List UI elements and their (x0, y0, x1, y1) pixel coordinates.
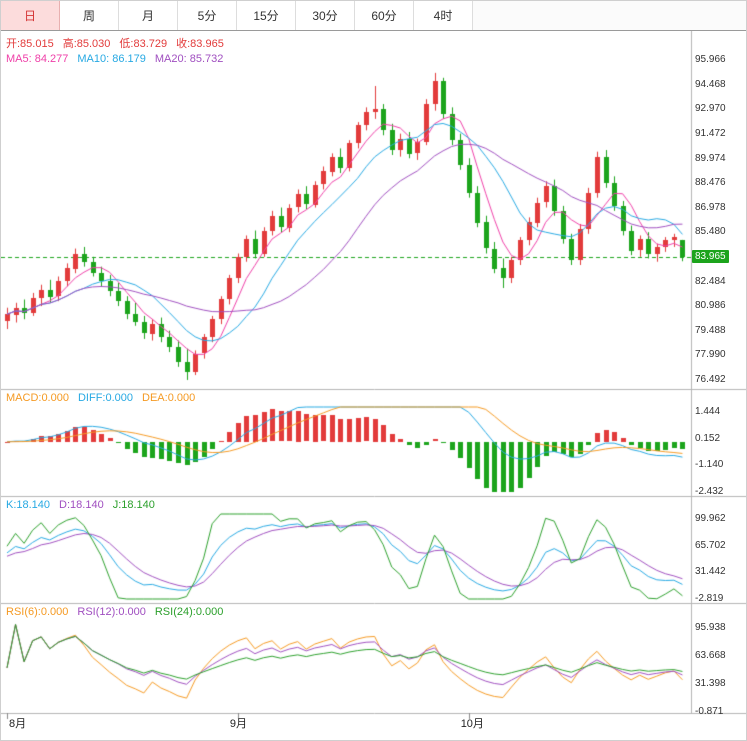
y-axis-tick: 65.702 (695, 539, 726, 551)
legend-item: RSI(6):0.000 (6, 606, 69, 618)
legend-item: DIFF:0.000 (77, 392, 134, 404)
y-axis-tick: 92.970 (695, 103, 726, 115)
legend-item: 收:83.965 (176, 38, 224, 50)
period-tab-3[interactable]: 5分 (178, 1, 237, 30)
legend-item: MACD:0.000 (6, 392, 69, 404)
chart-area: 83.965 95.966 94.468 92.970 91.472 89.974 88.… (1, 31, 746, 740)
y-axis-tick: 63.668 (695, 650, 726, 661)
y-axis-tick: 1.444 (695, 406, 721, 417)
y-axis-tick: -2.432 (695, 486, 724, 497)
legend-item: 开:85.015 (6, 38, 54, 50)
period-tab-0[interactable]: 日 (1, 1, 60, 30)
legend-item: RSI(12):0.000 (77, 606, 146, 618)
legend-item: 高:85.030 (62, 38, 111, 50)
y-axis-tick: -2.819 (695, 593, 724, 604)
chart-canvas[interactable] (1, 31, 746, 740)
rsi-legend: RSI(6):0.000 RSI(12):0.000 RSI(24):0.000 (6, 606, 232, 619)
legend-item: MA20: 85.732 (154, 53, 224, 65)
x-axis-month-label: 10月 (460, 718, 484, 730)
y-axis-tick: 31.398 (695, 678, 726, 689)
period-tab-4[interactable]: 15分 (237, 1, 296, 30)
kdj-legend: K:18.140 D:18.140 J:18.140 (6, 499, 164, 512)
x-axis-month-label: 8月 (9, 718, 27, 730)
y-axis-tick: 85.480 (695, 226, 726, 238)
legend-item: D:18.140 (59, 499, 104, 511)
y-axis-tick: 77.990 (695, 349, 726, 361)
period-tab-6[interactable]: 60分 (355, 1, 414, 30)
period-tab-2[interactable]: 月 (119, 1, 178, 30)
y-axis-tick: 31.442 (695, 566, 726, 578)
y-axis-tick: 89.974 (695, 152, 726, 164)
last-price-badge: 83.965 (692, 250, 729, 264)
y-axis-tick: 79.488 (695, 324, 726, 336)
y-axis-tick: 95.966 (695, 54, 726, 66)
y-axis-tick: 76.492 (695, 374, 726, 386)
y-axis-tick: 99.962 (695, 513, 726, 524)
macd-legend: MACD:0.000 DIFF:0.000 DEA:0.000 (6, 392, 204, 405)
y-axis-tick: -0.871 (695, 706, 724, 717)
y-axis-tick: 86.978 (695, 201, 726, 213)
y-axis-tick: 91.472 (695, 128, 726, 140)
ma-legend: MA5: 84.277 MA10: 86.179 MA20: 85.732 (6, 53, 232, 66)
legend-item: RSI(24):0.000 (154, 606, 224, 618)
period-tabbar: 日周月 5分 15分 30分 60分 4时 (1, 1, 746, 31)
period-tab-1[interactable]: 周 (60, 1, 119, 30)
y-axis-tick: 82.484 (695, 275, 726, 287)
y-axis-tick: 0.152 (695, 432, 721, 444)
legend-item: K:18.140 (6, 499, 51, 511)
y-axis-tick: 95.938 (695, 622, 726, 633)
y-axis-tick: 94.468 (695, 78, 726, 90)
legend-item: 低:83.729 (119, 38, 168, 50)
y-axis-tick: 88.476 (695, 177, 726, 189)
legend-item: MA10: 86.179 (77, 53, 146, 65)
period-tab-7[interactable]: 4时 (414, 1, 473, 30)
legend-item: J:18.140 (112, 499, 155, 511)
ohlc-legend: 开:85.015 高:85.030 低:83.729 收:83.965 (6, 38, 233, 51)
y-axis-tick: -1.140 (695, 459, 724, 471)
y-axis-tick: 80.986 (695, 300, 726, 312)
period-tab-5[interactable]: 30分 (296, 1, 355, 30)
x-axis-month-label: 9月 (229, 718, 247, 730)
legend-item: MA5: 84.277 (6, 53, 69, 65)
legend-item: DEA:0.000 (142, 392, 196, 404)
